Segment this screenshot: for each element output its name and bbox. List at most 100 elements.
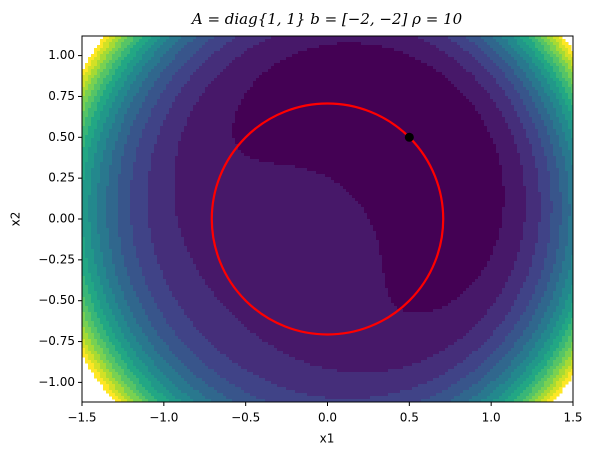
contour-cell bbox=[559, 66, 563, 70]
contour-cell bbox=[94, 120, 98, 124]
contour-cell bbox=[82, 93, 86, 97]
contour-cell bbox=[232, 84, 236, 88]
contour-cell bbox=[466, 45, 470, 49]
contour-cell bbox=[562, 96, 566, 100]
contour-cell bbox=[508, 102, 512, 106]
contour-cell bbox=[277, 90, 281, 94]
contour-cell bbox=[85, 117, 89, 121]
contour-cell bbox=[403, 93, 407, 97]
contour-cell bbox=[169, 45, 173, 49]
contour-cell bbox=[136, 48, 140, 52]
contour-cell bbox=[409, 126, 413, 130]
contour-cell bbox=[256, 36, 260, 40]
contour-cell bbox=[97, 93, 101, 97]
contour-cell bbox=[154, 84, 158, 88]
contour-cell bbox=[505, 72, 509, 76]
contour-cell bbox=[505, 45, 509, 49]
contour-cell bbox=[430, 111, 434, 115]
contour-cell bbox=[241, 117, 245, 121]
contour-cell bbox=[493, 99, 497, 103]
contour-cell bbox=[385, 114, 389, 118]
contour-cell bbox=[178, 117, 182, 121]
contour-cell bbox=[163, 48, 167, 52]
contour-cell bbox=[487, 57, 491, 61]
contour-cell bbox=[364, 42, 368, 46]
contour-cell bbox=[556, 93, 560, 97]
contour-cell bbox=[385, 87, 389, 91]
contour-cell bbox=[559, 120, 563, 124]
contour-cell bbox=[319, 78, 323, 82]
contour-cell bbox=[412, 69, 416, 73]
contour-cell bbox=[151, 84, 155, 88]
contour-cell bbox=[439, 75, 443, 79]
contour-cell bbox=[130, 63, 134, 67]
contour-cell bbox=[544, 114, 548, 118]
contour-cell bbox=[409, 51, 413, 55]
contour-cell bbox=[130, 120, 134, 124]
contour-cell bbox=[121, 90, 125, 94]
contour-cell bbox=[427, 42, 431, 46]
contour-cell bbox=[382, 84, 386, 88]
contour-cell bbox=[262, 72, 266, 76]
contour-cell bbox=[508, 93, 512, 97]
contour-cell bbox=[511, 66, 515, 70]
contour-cell bbox=[346, 108, 350, 112]
contour-cell bbox=[505, 96, 509, 100]
contour-cell bbox=[355, 87, 359, 91]
contour-cell bbox=[214, 96, 218, 100]
contour-cell bbox=[343, 66, 347, 70]
contour-cell bbox=[127, 72, 131, 76]
contour-cell bbox=[250, 54, 254, 58]
contour-cell bbox=[274, 78, 278, 82]
contour-cell bbox=[307, 72, 311, 76]
contour-cell bbox=[286, 81, 290, 85]
contour-cell bbox=[529, 39, 533, 43]
contour-cell bbox=[196, 63, 200, 67]
contour-cell bbox=[220, 72, 224, 76]
contour-cell bbox=[268, 57, 272, 61]
contour-cell bbox=[397, 63, 401, 67]
contour-cell bbox=[499, 90, 503, 94]
contour-cell bbox=[490, 93, 494, 97]
contour-cell bbox=[199, 45, 203, 49]
contour-cell bbox=[361, 57, 365, 61]
contour-cell bbox=[280, 108, 284, 112]
contour-cell bbox=[106, 120, 110, 124]
contour-cell bbox=[310, 39, 314, 43]
contour-cell bbox=[268, 36, 272, 40]
contour-cell bbox=[274, 69, 278, 73]
contour-cell bbox=[301, 111, 305, 115]
contour-cell bbox=[442, 51, 446, 55]
contour-cell bbox=[481, 75, 485, 79]
contour-cell bbox=[319, 60, 323, 64]
contour-cell bbox=[454, 36, 458, 40]
contour-cell bbox=[235, 81, 239, 85]
contour-cell bbox=[88, 102, 92, 106]
contour-cell bbox=[175, 96, 179, 100]
contour-cell bbox=[355, 123, 359, 127]
contour-cell bbox=[481, 120, 485, 124]
contour-cell bbox=[499, 75, 503, 79]
contour-cell bbox=[460, 51, 464, 55]
contour-cell bbox=[124, 90, 128, 94]
contour-cell bbox=[169, 42, 173, 46]
contour-cell bbox=[469, 96, 473, 100]
contour-cell bbox=[106, 93, 110, 97]
contour-cell bbox=[280, 90, 284, 94]
contour-cell bbox=[151, 123, 155, 127]
contour-cell bbox=[556, 60, 560, 64]
contour-cell bbox=[187, 66, 191, 70]
contour-cell bbox=[115, 90, 119, 94]
contour-cell bbox=[421, 75, 425, 79]
contour-cell bbox=[562, 90, 566, 94]
contour-cell bbox=[136, 54, 140, 58]
contour-cell bbox=[172, 123, 176, 127]
contour-cell bbox=[364, 84, 368, 88]
contour-cell bbox=[550, 63, 554, 67]
contour-cell bbox=[541, 63, 545, 67]
contour-cell bbox=[415, 39, 419, 43]
contour-cell bbox=[571, 60, 573, 64]
contour-cell bbox=[256, 93, 260, 97]
contour-cell bbox=[352, 39, 356, 43]
contour-cell bbox=[136, 51, 140, 55]
